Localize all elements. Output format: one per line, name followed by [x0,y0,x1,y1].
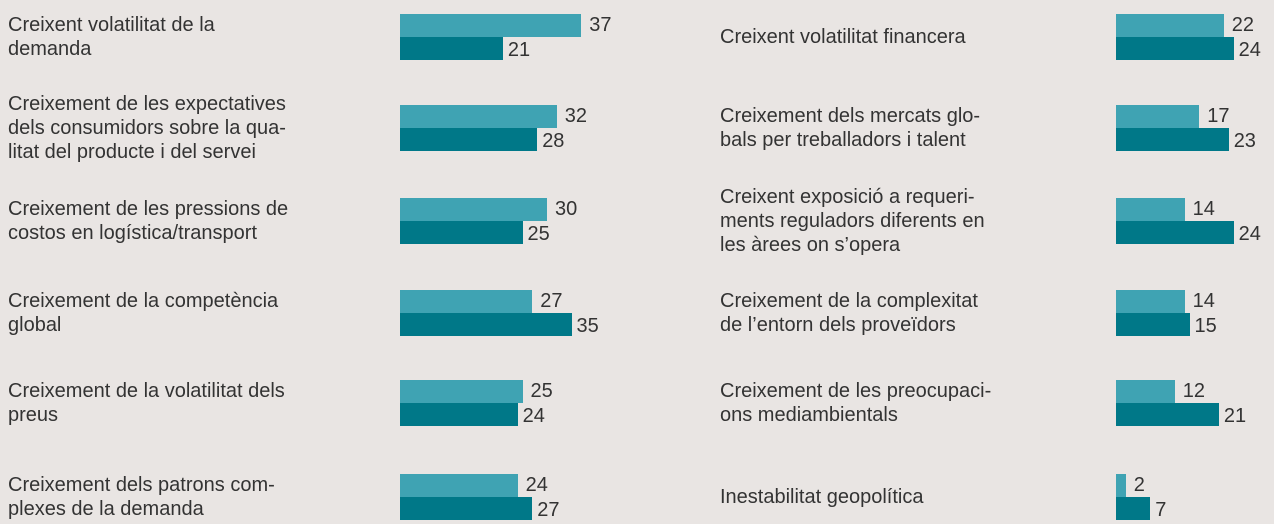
value-label: 12 [1182,380,1206,402]
category-label: Creixement de la competència global [8,290,279,336]
value-label: 25 [527,223,550,245]
bar [400,198,547,221]
bar [400,128,538,151]
bar [400,474,518,497]
bar [400,313,572,336]
value-label: 21 [1223,405,1247,427]
value-label: 24 [1238,39,1261,61]
bar [1116,290,1185,313]
value-label: 30 [555,198,578,220]
bar [1116,497,1151,520]
category-label: Creixement de la complexitat de l’entorn… [720,290,978,336]
bar [400,497,533,520]
category-label: Creixement dels patrons com- plexes de l… [8,474,275,520]
bar [400,380,523,403]
bar [1116,14,1224,37]
value-label: 14 [1192,290,1215,312]
bar [1116,128,1229,151]
category-label: Inestabilitat geopolítica [720,486,924,508]
value-label: 25 [530,380,553,402]
bar [1116,313,1190,336]
value-label: 24 [522,405,545,427]
bar [400,105,557,128]
value-label: 17 [1207,105,1230,127]
category-label: Creixement de les pressions de costos en… [8,198,289,244]
value-label: 27 [537,499,560,521]
category-label: Creixement de les preocupaci- ons mediam… [720,380,992,426]
value-label: 15 [1194,315,1217,337]
value-label: 37 [589,14,612,36]
value-label: 22 [1231,14,1255,36]
value-label: 2 [1133,474,1145,496]
bar [1116,221,1234,244]
value-label: 35 [576,315,599,337]
bar [1116,105,1200,128]
bar [400,14,582,37]
value-label: 23 [1233,130,1256,152]
value-label: 24 [1238,223,1261,245]
value-label: 28 [542,130,565,152]
category-label: Creixent exposició a requeri- ments regu… [720,186,985,256]
value-label: 24 [525,474,548,496]
category-label: Creixement de les expectatives dels cons… [8,93,286,163]
value-label: 27 [540,290,563,312]
bar [1116,380,1175,403]
bar [1116,474,1126,497]
category-label: Creixement dels mercats glo- bals per tr… [720,105,981,151]
bar [400,403,518,426]
bar [1116,198,1185,221]
bar [400,37,503,60]
value-label: 7 [1155,499,1167,521]
value-label: 14 [1192,198,1215,220]
bar [1116,403,1219,426]
category-label: Creixent volatilitat financera [720,26,966,48]
category-label: Creixent volatilitat de la demanda [8,14,215,60]
value-label: 32 [564,105,588,127]
bar [400,221,523,244]
value-label: 21 [507,39,531,61]
bar [400,290,533,313]
bar [1116,37,1234,60]
category-label: Creixement de la volatilitat dels preus [8,380,285,426]
